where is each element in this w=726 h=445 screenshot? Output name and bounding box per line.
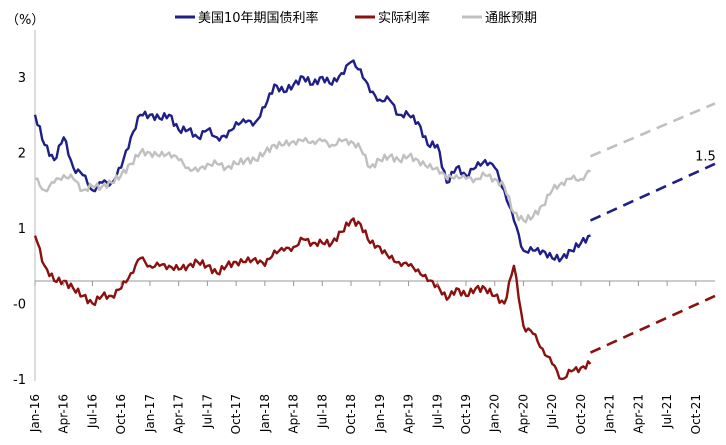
x-tick-label-4: Jan-17 (143, 394, 157, 433)
x-tick-label-8: Jan-18 (258, 394, 272, 433)
x-tick-label-3: Oct-16 (114, 394, 128, 434)
y-axis-label: （%） (6, 13, 44, 28)
y-tick-label-4: -1 (13, 373, 26, 388)
series-line-1 (33, 217, 592, 381)
x-tick-label-20: Jan-21 (603, 394, 617, 433)
x-tick-label-12: Jan-19 (373, 394, 387, 433)
y-tick-label-2: 1 (18, 222, 26, 237)
x-tick-label-18: Jul-20 (545, 394, 559, 429)
x-tick-label-22: Jul-21 (660, 394, 674, 429)
x-tick-label-14: Jul-19 (430, 394, 444, 429)
y-axis-ticks: 3 2 1 -0 -1 (13, 30, 36, 388)
x-tick-label-19: Oct-20 (574, 394, 588, 434)
series-line-0 (33, 59, 591, 263)
x-tick-label-11: Oct-18 (344, 394, 358, 434)
projection-line-1 (589, 294, 716, 354)
legend-label-1: 实际利率 (378, 10, 430, 26)
y-tick-label-0: 3 (18, 71, 26, 86)
x-axis-ticks: Jan-16 Apr-16 Jul-16 Oct-16 Jan-17 Apr-17 Jul-… (28, 281, 703, 434)
y-tick-label-3: -0 (13, 298, 26, 313)
x-tick-label-0: Jan-16 (28, 394, 42, 433)
series-group (33, 59, 592, 381)
legend: 美国10年期国债利率 实际利率 通胀预期 (175, 10, 537, 26)
projection-line-0 (589, 162, 716, 222)
x-tick-label-2: Jul-16 (85, 394, 99, 429)
x-tick-label-5: Apr-17 (172, 394, 186, 434)
x-tick-label-16: Jan-20 (488, 394, 502, 433)
x-tick-label-23: Oct-21 (689, 394, 703, 434)
x-tick-label-21: Apr-21 (631, 394, 645, 434)
series-line-2 (34, 136, 591, 224)
projection-group (589, 102, 716, 354)
x-tick-label-10: Jul-18 (315, 394, 329, 429)
x-tick-label-17: Apr-20 (516, 394, 530, 434)
y-tick-label-1: 2 (18, 147, 26, 162)
x-tick-label-13: Apr-19 (402, 394, 416, 434)
legend-label-2: 通胀预期 (485, 11, 537, 26)
x-tick-label-1: Apr-16 (57, 394, 71, 434)
annotation-0: 1.5 (695, 149, 716, 164)
x-tick-label-6: Jul-17 (200, 394, 214, 429)
projection-line-2 (589, 102, 716, 158)
annotation-group: 1.5 (695, 149, 716, 164)
x-tick-label-15: Oct-19 (459, 394, 473, 434)
x-tick-label-9: Apr-18 (287, 394, 301, 434)
x-tick-label-7: Oct-17 (229, 394, 243, 434)
legend-label-0: 美国10年期国债利率 (198, 10, 319, 26)
